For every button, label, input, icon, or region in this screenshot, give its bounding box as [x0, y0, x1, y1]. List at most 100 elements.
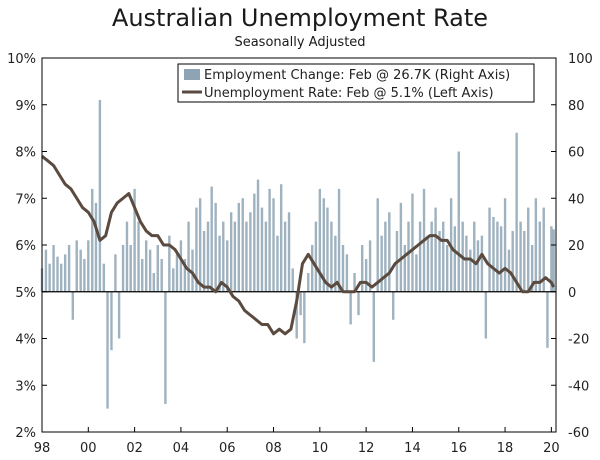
employment-change-bar — [476, 240, 480, 292]
employment-change-bar — [48, 263, 51, 292]
employment-change-bar — [172, 268, 175, 292]
employment-change-bar — [469, 249, 472, 292]
employment-change-bar — [276, 235, 279, 292]
employment-change-bar — [453, 226, 457, 292]
left-axis-tick-label: 6% — [15, 239, 36, 254]
employment-change-bar — [83, 259, 86, 292]
employment-change-bar — [418, 221, 422, 292]
left-axis-tick-label: 4% — [15, 333, 36, 348]
employment-change-bar — [411, 193, 414, 292]
employment-change-bar — [519, 221, 522, 292]
employment-change-bar — [210, 186, 213, 292]
employment-change-bar — [314, 221, 318, 292]
employment-change-bar — [465, 235, 468, 292]
left-axis: 2% 3% 4% 5% 6% 7% 8% 9% 10% — [7, 52, 47, 441]
employment-change-bar — [380, 235, 383, 292]
employment-change-bar — [241, 198, 244, 292]
x-axis-tick-label: 08 — [265, 441, 282, 456]
right-axis-tick-label: 100 — [568, 52, 593, 67]
employment-change-bar — [137, 221, 140, 292]
x-axis-tick-label: 02 — [126, 441, 143, 456]
employment-change-bar — [187, 221, 190, 292]
employment-change-bar — [102, 263, 106, 292]
left-axis-tick-label: 2% — [15, 426, 36, 441]
right-axis-tick-label: 40 — [568, 192, 585, 207]
employment-change-bar — [226, 240, 229, 292]
legend: Employment Change: Feb @ 26.7K (Right Ax… — [177, 63, 535, 103]
employment-change-bar — [434, 207, 437, 292]
left-axis-tick-label: 3% — [15, 379, 36, 394]
chart-subtitle: Seasonally Adjusted — [234, 35, 366, 50]
left-axis-tick-label: 8% — [15, 146, 36, 161]
employment-change-bar — [496, 221, 499, 292]
employment-change-bar — [287, 212, 291, 292]
right-axis-tick-label: 60 — [568, 146, 585, 161]
employment-change-bar — [117, 291, 121, 339]
employment-change-bar — [63, 254, 67, 292]
legend-label-employment: Employment Change: Feb @ 26.7K (Right Ax… — [204, 68, 510, 83]
employment-change-bar — [430, 221, 433, 292]
employment-change-bar — [183, 259, 187, 292]
employment-change-bar — [457, 151, 460, 292]
employment-change-bar — [206, 221, 210, 292]
employment-change-bar — [253, 193, 256, 292]
employment-change-bar — [264, 221, 268, 292]
employment-change-bar — [44, 249, 48, 292]
employment-change-bar — [67, 245, 71, 292]
employment-change-bar — [52, 245, 55, 292]
employment-change-bar — [499, 226, 503, 292]
employment-change-bar — [542, 207, 545, 292]
left-axis-tick-label: 9% — [15, 99, 36, 114]
employment-change-bar — [473, 221, 476, 292]
employment-change-bar — [511, 230, 514, 292]
x-axis-tick-label: 20 — [543, 441, 560, 456]
employment-change-bar — [141, 259, 144, 292]
employment-change-bar — [110, 291, 113, 351]
unemployment-rate-line — [41, 155, 556, 336]
employment-change-bar — [523, 230, 526, 292]
x-axis-tick-label: 98 — [34, 441, 51, 456]
employment-change-bar — [218, 235, 221, 292]
employment-change-bar — [152, 273, 156, 292]
employment-change-bar — [303, 291, 306, 344]
right-axis-tick-label: 0 — [568, 286, 576, 301]
x-axis: 98 00 02 04 06 08 10 12 14 16 18 20 — [34, 427, 560, 456]
employment-change-bar — [129, 245, 132, 292]
employment-change-bar — [56, 256, 59, 292]
left-axis-tick-label: 7% — [15, 192, 36, 207]
employment-change-bar — [168, 235, 171, 292]
employment-change-bar — [299, 291, 302, 316]
employment-change-bar — [237, 202, 240, 292]
employment-change-bar — [492, 216, 495, 292]
employment-change-bar — [256, 179, 260, 292]
employment-change-bar — [164, 291, 167, 404]
employment-change-bar — [341, 245, 345, 292]
right-axis-tick-label: -40 — [568, 379, 589, 394]
employment-change-bar — [415, 254, 418, 292]
legend-label-unemployment: Unemployment Rate: Feb @ 5.1% (Left Axis… — [204, 86, 494, 101]
employment-change-bar — [195, 207, 198, 292]
employment-change-bar — [337, 188, 341, 292]
employment-change-bar — [376, 198, 379, 292]
employment-change-bar — [326, 207, 329, 292]
employment-change-bar — [438, 230, 441, 292]
employment-change-bar — [368, 240, 372, 292]
employment-change-bar — [114, 254, 117, 292]
employment-change-bar — [550, 226, 553, 292]
employment-change-bar — [125, 221, 129, 292]
employment-change-bar — [133, 188, 136, 292]
x-axis-tick-label: 12 — [358, 441, 375, 456]
employment-change-bar — [160, 259, 163, 292]
employment-change-bar — [318, 188, 322, 292]
employment-change-bar — [175, 254, 179, 292]
x-axis-tick-label: 16 — [450, 441, 467, 456]
x-axis-tick-label: 04 — [173, 441, 190, 456]
employment-change-bar — [330, 221, 333, 292]
left-axis-tick-label: 5% — [15, 286, 36, 301]
right-axis-tick-label: -20 — [568, 333, 589, 348]
employment-change-bar — [272, 198, 275, 292]
employment-change-bar — [357, 291, 360, 316]
employment-change-bar — [388, 212, 391, 292]
legend-swatch-employment — [184, 69, 200, 80]
employment-change-bar — [98, 100, 102, 292]
